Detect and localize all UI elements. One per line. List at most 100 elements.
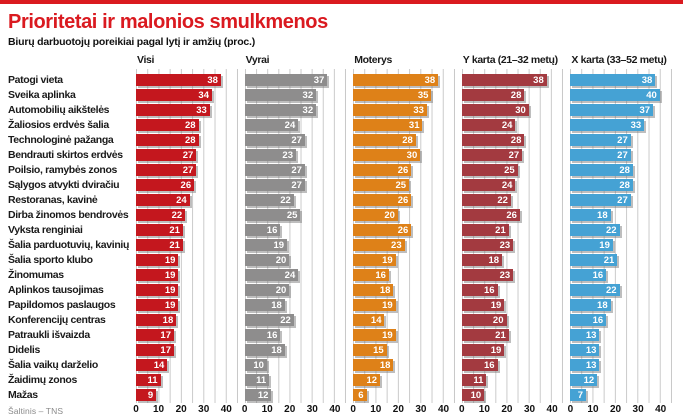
plot-area: 16: [461, 358, 564, 373]
bar: 21: [570, 254, 618, 266]
plot-cell: 27: [244, 133, 354, 148]
bar-value-label: 19: [490, 299, 502, 311]
page-title: Prioritetai ir malonios smulkmenos: [8, 11, 328, 33]
plot-area: 27: [570, 133, 672, 148]
bar-value-label: 28: [619, 164, 630, 176]
axis-tick-label: 10: [153, 404, 165, 415]
bar: 9: [136, 389, 157, 401]
table-row: Patraukli išvaizda 17 16 19 21 13: [0, 328, 683, 343]
bar: 23: [353, 239, 405, 251]
grid-cap-row: [0, 69, 683, 73]
bar: 13: [570, 359, 600, 371]
plot-area: 27: [136, 163, 238, 178]
plot-cell: 27: [244, 178, 354, 193]
plot-cell: 21: [461, 328, 571, 343]
bar: 22: [136, 209, 186, 221]
bar: 25: [244, 209, 301, 221]
bar-value-label: 10: [253, 359, 264, 371]
bar-value-label: 18: [271, 344, 282, 356]
category-label: Patraukli išvaizda: [8, 329, 90, 341]
plot-cell: 37: [244, 73, 354, 88]
plot-cell: 38: [570, 73, 679, 88]
bar: 27: [570, 194, 631, 206]
axis-cell: 0 10 20 30 40: [350, 404, 462, 418]
plot-area: 16: [244, 328, 347, 343]
bar: 23: [461, 269, 514, 281]
bar: 19: [353, 254, 396, 266]
bar: 19: [136, 254, 179, 266]
plot-area: 22: [244, 193, 347, 208]
table-row: Poilsio, ramybės zonos 27 27 26 25 28: [0, 163, 683, 178]
bar: 27: [244, 179, 305, 191]
plot-cell: 24: [244, 268, 354, 283]
plot-area: 21: [136, 223, 238, 238]
bar-value-label: 16: [592, 269, 604, 281]
bar-value-label: 20: [492, 314, 504, 326]
bar: 19: [136, 284, 179, 296]
plot-area: [353, 69, 455, 73]
plot-cell: 18: [353, 358, 462, 373]
table-row: Automobilių aikštelės 33 32 33 30 37: [0, 103, 683, 118]
bar: 13: [570, 344, 600, 356]
plot-cell: 24: [244, 118, 354, 133]
table-row: Dirba žinomos bendrovės 22 25 20 26 18: [0, 208, 683, 223]
plot-area: 34: [136, 88, 238, 103]
axis-tick-label: 40: [329, 404, 341, 415]
plot-cell: 18: [244, 343, 354, 358]
category-label: Vyksta renginiai: [8, 224, 83, 236]
bar: 27: [570, 149, 631, 161]
plot-area: 38: [353, 73, 455, 88]
plot-area: 25: [353, 178, 455, 193]
bar: 19: [353, 299, 396, 311]
bar-value-label: 24: [501, 179, 513, 191]
plot-area: 28: [136, 133, 238, 148]
axis-tick-label: 10: [478, 404, 490, 415]
plot-cell: 25: [353, 178, 462, 193]
bar: 27: [136, 164, 197, 176]
panel-header-y-karta: Y karta (21–32 metų): [462, 54, 558, 66]
bar-value-label: 24: [501, 119, 513, 131]
plot-area: 28: [136, 118, 238, 133]
bar-value-label: 28: [510, 89, 522, 101]
bar-value-label: 10: [470, 389, 482, 401]
bar-value-label: 19: [382, 254, 393, 266]
category-label: Sveika aplinka: [8, 89, 76, 101]
plot-cell: 38: [136, 73, 245, 88]
axis-row: 0 10 20 30 40 0 10 20 30 40 0 10 20 30 40 0 10 20 30 40 0 10 2…: [0, 404, 683, 418]
plot-area: 21: [461, 223, 564, 238]
bar: 21: [461, 224, 509, 236]
plot-cell: 15: [353, 343, 462, 358]
bar-value-label: 23: [391, 239, 402, 251]
axis-scale: 0 10 20 30 40: [459, 404, 564, 418]
category-label: Šalia sporto klubo: [8, 254, 93, 266]
plot-area: 18: [570, 208, 672, 223]
category-label: Mažas: [8, 389, 38, 401]
bar-value-label: 34: [198, 89, 209, 101]
bar: 28: [461, 89, 525, 101]
plot-area: 19: [136, 298, 238, 313]
bar-value-label: 22: [497, 194, 508, 206]
bar: 30: [461, 104, 529, 116]
bar: 22: [244, 194, 294, 206]
bar: 40: [570, 89, 660, 101]
bar: 38: [353, 74, 439, 86]
plot-cell: 16: [244, 223, 354, 238]
bar: 11: [136, 374, 161, 386]
table-row: Patogi vieta 38 37 38 38 38: [0, 73, 683, 88]
plot-cell: 23: [461, 238, 571, 253]
plot-cell: 27: [136, 163, 245, 178]
bar: 22: [244, 314, 294, 326]
plot-cell: 25: [461, 163, 571, 178]
plot-area: 20: [461, 313, 564, 328]
plot-area: 22: [570, 223, 672, 238]
plot-cell: 22: [570, 283, 679, 298]
plot-area: 27: [244, 163, 347, 178]
axis-tick-label: 30: [198, 404, 210, 415]
top-accent-bar: [0, 0, 683, 4]
plot-area: 19: [136, 253, 238, 268]
bar-value-label: 27: [291, 179, 302, 191]
category-label: Restoranas, kavinė: [8, 194, 98, 206]
plot-area: 28: [353, 133, 455, 148]
plot-area: 24: [461, 178, 564, 193]
bar-value-label: 40: [646, 89, 657, 101]
